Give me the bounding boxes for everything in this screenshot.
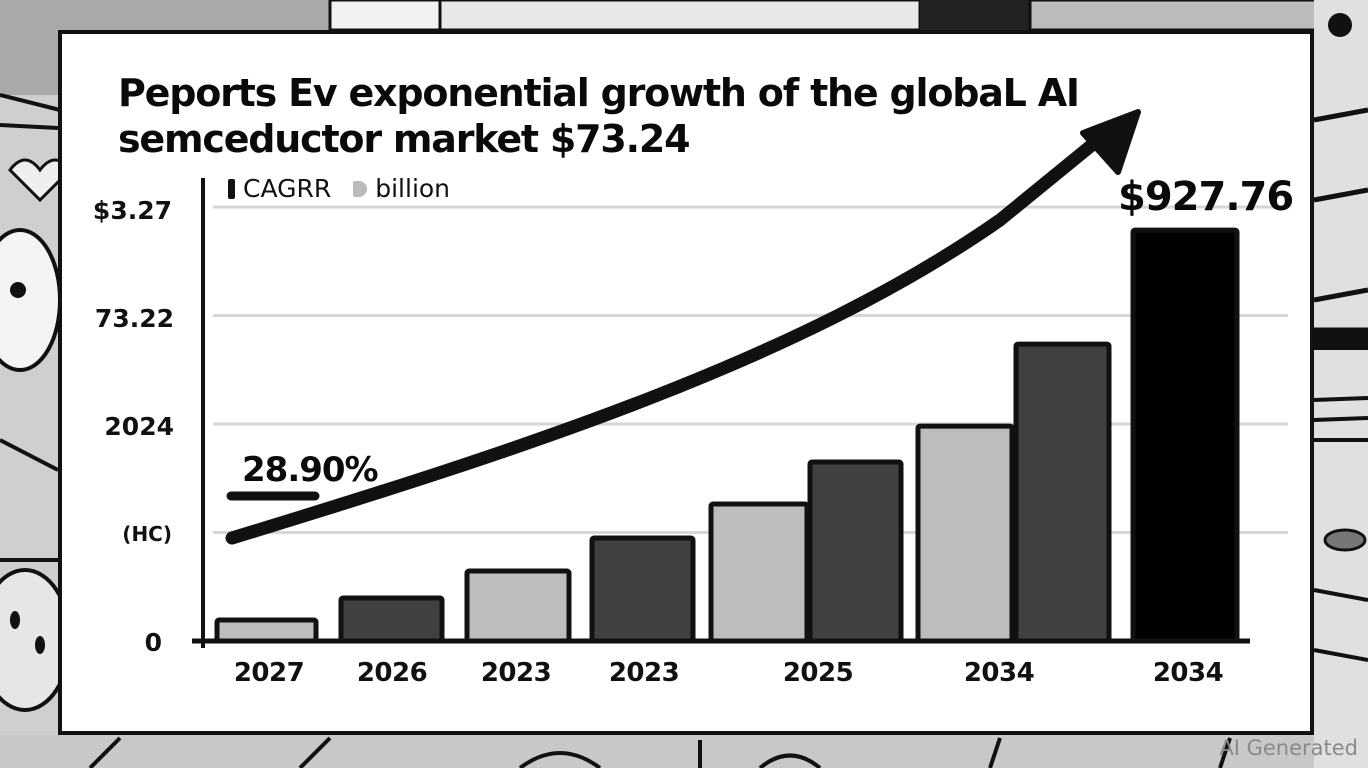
bar: [1013, 341, 1112, 644]
x-tick-label: 2025: [782, 658, 854, 688]
legend-swatch-billion-icon: [353, 180, 368, 197]
x-tick-label: 2026: [356, 658, 428, 688]
y-tick-label: $3.27: [92, 196, 172, 225]
legend-label-cagr: CAGRR: [243, 174, 332, 203]
bar: [708, 501, 810, 644]
x-tick-label: 2034: [1152, 658, 1224, 688]
y-tick-label: (HC): [122, 522, 172, 546]
ai-generated-watermark: AI Generated: [1219, 736, 1358, 760]
legend: CAGRR billion: [228, 174, 450, 203]
bar: [915, 423, 1015, 644]
x-tick-label: 2023: [480, 658, 552, 688]
x-tick-label: 2027: [233, 658, 305, 688]
chart-title-line-1: Peports Ev exponential growth of the glo…: [118, 71, 1080, 115]
bar: [589, 535, 696, 644]
trend-arrow-head-icon: [1080, 109, 1141, 175]
chart-title-line-2: semceductor market $73.24: [118, 117, 691, 161]
y-tick-label: 2024: [104, 412, 174, 441]
bar: [338, 595, 445, 644]
peak-value-label: $927.76: [1118, 174, 1294, 220]
y-tick-label: 73.22: [94, 304, 174, 333]
cagr-annotation: 28.90%: [242, 450, 379, 490]
x-tick-label: 2023: [608, 658, 680, 688]
chart-title: Peports Ev exponential growth of the glo…: [118, 70, 1118, 162]
y-tick-label: 0: [144, 628, 162, 657]
legend-label-billion: billion: [375, 174, 451, 203]
bar: [1130, 227, 1240, 644]
bar: [214, 617, 319, 644]
legend-swatch-cagr-icon: [228, 178, 235, 199]
x-tick-label: 2034: [963, 658, 1035, 688]
bar: [807, 459, 904, 644]
trend-arrow-line: [225, 133, 1105, 545]
bar: [464, 568, 572, 644]
